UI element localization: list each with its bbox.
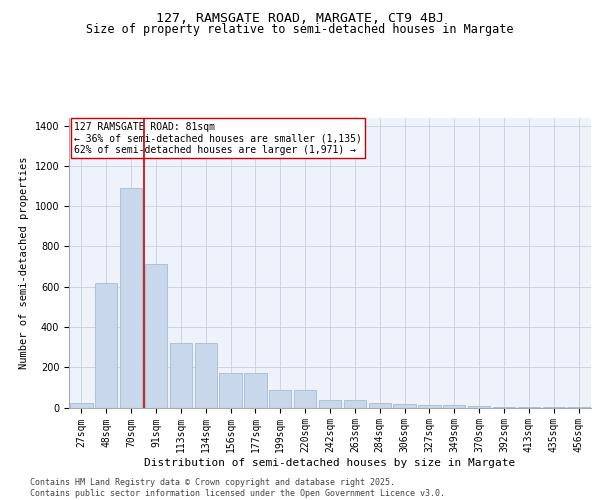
Bar [294,390,316,407]
Bar [418,406,440,407]
Bar [468,406,490,407]
Text: 127 RAMSGATE ROAD: 81sqm
← 36% of semi-detached houses are smaller (1,135)
62% o: 127 RAMSGATE ROAD: 81sqm ← 36% of semi-d… [74,122,362,155]
Bar [95,282,118,408]
Bar [344,400,366,407]
Bar [394,404,416,407]
Bar [170,343,192,407]
Text: Size of property relative to semi-detached houses in Margate: Size of property relative to semi-detach… [86,24,514,36]
Text: Contains HM Land Registry data © Crown copyright and database right 2025.
Contai: Contains HM Land Registry data © Crown c… [30,478,445,498]
Bar [269,390,292,407]
X-axis label: Distribution of semi-detached houses by size in Margate: Distribution of semi-detached houses by … [145,458,515,468]
Bar [220,374,242,408]
Bar [518,406,540,408]
Bar [493,406,515,408]
Y-axis label: Number of semi-detached properties: Number of semi-detached properties [19,156,29,369]
Text: 127, RAMSGATE ROAD, MARGATE, CT9 4BJ: 127, RAMSGATE ROAD, MARGATE, CT9 4BJ [156,12,444,26]
Bar [368,403,391,407]
Bar [194,343,217,407]
Bar [443,406,466,407]
Bar [145,264,167,408]
Bar [244,374,266,408]
Bar [120,188,142,408]
Bar [319,400,341,407]
Bar [70,403,92,407]
